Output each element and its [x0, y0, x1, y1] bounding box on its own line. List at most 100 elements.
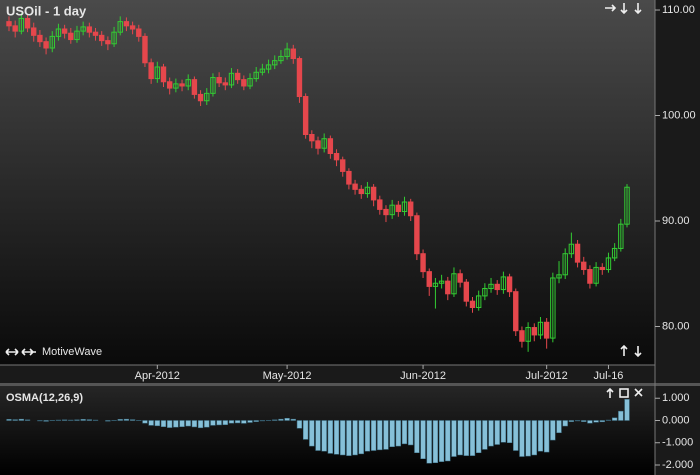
histogram-bar [525, 420, 531, 457]
candle-body [438, 280, 445, 284]
histogram-bar [148, 420, 154, 426]
candle-body [6, 21, 12, 27]
y-tick-label: 100.00 [662, 109, 696, 121]
histogram-bar [445, 420, 451, 462]
candle-body [111, 31, 117, 45]
candle-body [506, 276, 513, 293]
candle-body [290, 48, 296, 60]
histogram-bar [123, 418, 130, 421]
candle-body [210, 77, 216, 94]
histogram-bar [278, 418, 284, 421]
histogram-bar [618, 410, 624, 421]
histogram-bar [544, 420, 550, 453]
candle-body [568, 243, 575, 255]
candle-body [31, 27, 37, 36]
histogram-bar [6, 419, 12, 421]
y-tick-label: -2.000 [662, 459, 693, 471]
candle-body [49, 35, 55, 49]
candle-body [179, 83, 185, 87]
histogram-bar [414, 420, 420, 453]
candle-body [185, 79, 191, 87]
candle-body [519, 330, 525, 342]
candle-body [494, 283, 500, 291]
histogram-bar [401, 420, 408, 445]
histogram-bar [197, 420, 204, 429]
histogram-bar [142, 420, 148, 424]
histogram-bar [568, 420, 575, 422]
histogram-bar [358, 420, 364, 455]
histogram-bar [173, 420, 179, 428]
histogram-bar [346, 420, 352, 456]
candle-body [197, 93, 204, 102]
candle-body [451, 273, 457, 295]
histogram-bar [587, 420, 593, 424]
candle-body [247, 78, 253, 87]
price-panel [0, 0, 655, 365]
candle-body [99, 34, 105, 42]
x-tick-label: Jul-16 [593, 370, 623, 382]
histogram-bar [438, 420, 445, 462]
histogram-bar [500, 420, 507, 443]
histogram-bar [519, 420, 525, 457]
histogram-bar [24, 419, 31, 421]
candle-body [475, 295, 482, 309]
histogram-bar [228, 420, 235, 424]
histogram-bar [185, 420, 191, 427]
histogram-bar [284, 418, 290, 421]
histogram-bar [309, 420, 315, 447]
candle-body [445, 280, 451, 295]
histogram-bar [315, 420, 321, 451]
candle-body [543, 321, 550, 339]
histogram-bar [167, 420, 173, 428]
candle-body [593, 266, 599, 284]
candle-body [61, 28, 68, 34]
histogram-bar [352, 420, 358, 456]
histogram-bar [531, 420, 537, 456]
histogram-bar [179, 420, 185, 427]
histogram-bar [389, 420, 395, 447]
histogram-bar [451, 420, 457, 457]
histogram-bar [18, 418, 25, 421]
divider [0, 383, 700, 386]
histogram-bar [420, 420, 426, 460]
candle-body [599, 266, 605, 271]
histogram-bar [216, 420, 222, 426]
histogram-bar [550, 420, 556, 441]
candle-body [537, 321, 544, 336]
histogram-bar [191, 420, 198, 428]
histogram-bar [74, 419, 80, 421]
candle-body [395, 204, 402, 213]
histogram-bar [506, 420, 513, 443]
candle-body [420, 253, 426, 273]
candle-body [296, 58, 303, 98]
nav-icons[interactable] [605, 3, 643, 398]
histogram-bar [482, 420, 488, 450]
histogram-bar [457, 420, 463, 456]
candle-body [488, 283, 494, 290]
candle-body [12, 25, 18, 32]
histogram-bar [12, 419, 18, 421]
histogram-bar [537, 420, 544, 452]
candle-body [587, 269, 593, 284]
y-tick-label: 1.000 [662, 392, 690, 404]
candle-body [278, 55, 284, 62]
y-tick-label: -1.000 [662, 437, 693, 449]
candle-body [117, 21, 123, 33]
pan-icons[interactable] [5, 348, 36, 356]
candle-body [531, 327, 537, 336]
histogram-bar [204, 420, 210, 428]
histogram-bar [581, 420, 587, 422]
histogram-bar [599, 420, 605, 423]
histogram-bar [556, 420, 562, 433]
histogram-bar [290, 418, 296, 421]
histogram-bar [513, 420, 519, 451]
histogram-bar [476, 420, 482, 453]
histogram-bar [154, 420, 160, 427]
histogram-bar [494, 420, 500, 445]
chart-title: USOil - 1 day [6, 3, 87, 18]
candle-body [500, 276, 507, 291]
candle-body [241, 79, 247, 87]
histogram-bar [611, 417, 618, 421]
candle-body [228, 72, 235, 86]
